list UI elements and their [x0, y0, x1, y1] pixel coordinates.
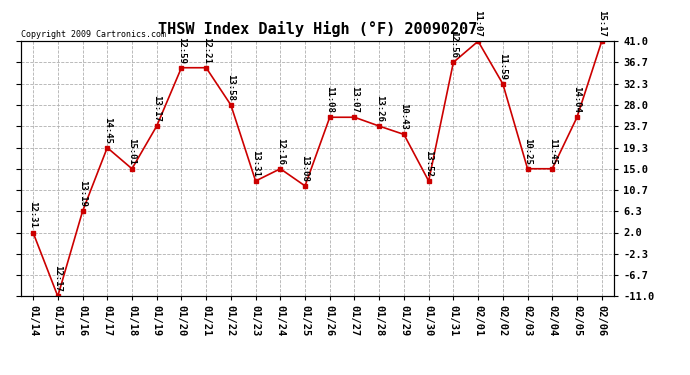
Text: 14:45: 14:45: [103, 117, 112, 144]
Text: 13:19: 13:19: [78, 180, 87, 207]
Text: 12:17: 12:17: [53, 265, 62, 292]
Text: 12:56: 12:56: [449, 31, 458, 58]
Text: 13:31: 13:31: [251, 150, 260, 177]
Text: 10:25: 10:25: [523, 138, 532, 165]
Text: 13:07: 13:07: [350, 86, 359, 113]
Text: 11:59: 11:59: [498, 53, 507, 80]
Text: 11:08: 11:08: [325, 86, 334, 113]
Text: 12:21: 12:21: [201, 37, 210, 64]
Text: Copyright 2009 Cartronics.com: Copyright 2009 Cartronics.com: [21, 30, 166, 39]
Text: 12:59: 12:59: [177, 37, 186, 64]
Text: 11:45: 11:45: [548, 138, 557, 165]
Text: 12:31: 12:31: [28, 201, 37, 228]
Text: 13:26: 13:26: [375, 95, 384, 122]
Text: 15:17: 15:17: [598, 10, 607, 37]
Title: THSW Index Daily High (°F) 20090207: THSW Index Daily High (°F) 20090207: [158, 21, 477, 37]
Text: 14:04: 14:04: [573, 86, 582, 113]
Text: 13:52: 13:52: [424, 150, 433, 177]
Text: 12:16: 12:16: [276, 138, 285, 165]
Text: 13:58: 13:58: [226, 74, 235, 101]
Text: 13:17: 13:17: [152, 95, 161, 122]
Text: 11:07: 11:07: [473, 10, 482, 37]
Text: 13:08: 13:08: [301, 155, 310, 182]
Text: 10:43: 10:43: [400, 104, 408, 130]
Text: 15:01: 15:01: [128, 138, 137, 165]
